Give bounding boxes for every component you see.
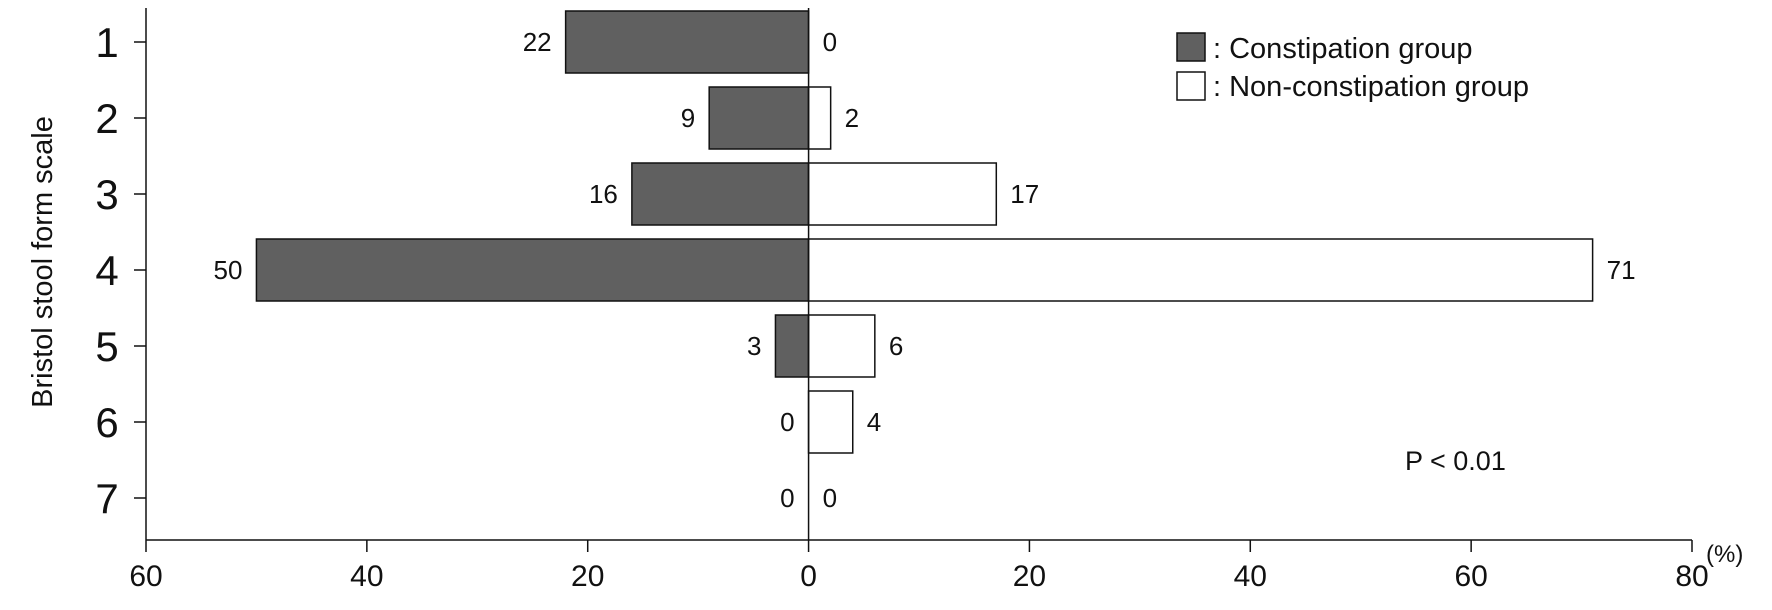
y-tick-label-7: 7 [95, 475, 118, 522]
x-tick-label-7: 80 [1675, 560, 1708, 593]
bar-constipation-2 [708, 86, 810, 150]
x-tick-label-3: 0 [800, 560, 817, 593]
legend-swatch-non-constipation [1176, 71, 1206, 101]
bar-constipation-5 [774, 314, 810, 378]
x-tick-label-1: 40 [350, 560, 383, 593]
x-tick-label-4: 20 [1013, 560, 1046, 593]
value-label-non-constipation-1: 0 [823, 27, 837, 57]
y-tick-label-3: 3 [95, 171, 118, 218]
bar-non-constipation-5 [807, 314, 876, 378]
bars-layer [255, 10, 1594, 454]
value-label-constipation-2: 9 [681, 103, 695, 133]
p-value-annotation: P < 0.01 [1405, 446, 1506, 476]
value-label-constipation-1: 22 [523, 27, 552, 57]
x-tick-label-0: 60 [129, 560, 162, 593]
value-label-constipation-6: 0 [780, 407, 794, 437]
value-label-constipation-4: 50 [214, 255, 243, 285]
legend-label-non-constipation: : Non-constipation group [1213, 71, 1529, 103]
y-tick-label-2: 2 [95, 95, 118, 142]
bar-non-constipation-6 [807, 390, 854, 454]
legend-label-constipation: : Constipation group [1213, 33, 1473, 65]
y-tick-label-1: 1 [95, 19, 118, 66]
value-label-non-constipation-7: 0 [823, 483, 837, 513]
bar-constipation-3 [631, 162, 810, 226]
bar-non-constipation-2 [807, 86, 832, 150]
value-label-constipation-3: 16 [589, 179, 618, 209]
value-label-constipation-7: 0 [780, 483, 794, 513]
value-label-non-constipation-4: 71 [1607, 255, 1636, 285]
x-tick-label-6: 60 [1454, 560, 1487, 593]
bar-constipation-4 [255, 238, 810, 302]
bar-non-constipation-3 [807, 162, 998, 226]
value-label-non-constipation-5: 6 [889, 331, 903, 361]
bar-non-constipation-4 [807, 238, 1594, 302]
value-label-non-constipation-2: 2 [845, 103, 859, 133]
y-tick-label-4: 4 [95, 247, 118, 294]
x-tick-label-5: 40 [1234, 560, 1267, 593]
y-axis-title: Bristol stool form scale [27, 116, 59, 408]
legend: : Constipation group : Non-constipation … [1176, 32, 1529, 103]
value-label-constipation-5: 3 [747, 331, 761, 361]
x-tick-label-2: 20 [571, 560, 604, 593]
x-unit-label: (%) [1706, 541, 1743, 568]
y-tick-label-6: 6 [95, 399, 118, 446]
bar-constipation-1 [564, 10, 810, 74]
value-label-non-constipation-6: 4 [867, 407, 881, 437]
y-tick-label-5: 5 [95, 323, 118, 370]
legend-swatch-constipation [1176, 32, 1206, 62]
value-label-non-constipation-3: 17 [1010, 179, 1039, 209]
